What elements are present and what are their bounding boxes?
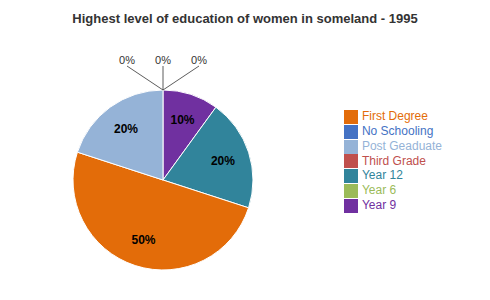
html-text:Highest level of education of: Highest level of education of women in s…: [72, 11, 418, 26]
svg-text:0%: 0%: [155, 54, 171, 66]
svg-text:20%: 20%: [114, 122, 138, 136]
html-text:Post Geaduate: Post Geaduate: [361, 138, 442, 153]
html-text:No Schooling: No Schooling: [361, 123, 434, 138]
svg-text:10%: 10%: [170, 113, 194, 127]
html-text:Year 6: Year 6: [361, 183, 397, 198]
svg-text:20%: 20%: [211, 154, 235, 168]
html-text:Year 9: Year 9: [361, 198, 397, 213]
html-text:Third Grade: Third Grade: [361, 153, 426, 168]
svg-text:0%: 0%: [191, 54, 207, 66]
svg-text:50%: 50%: [132, 233, 156, 247]
svg-text:0%: 0%: [119, 54, 135, 66]
html-text:First Degree: First Degree: [361, 109, 428, 124]
html-text:Year 12: Year 12: [361, 168, 403, 183]
